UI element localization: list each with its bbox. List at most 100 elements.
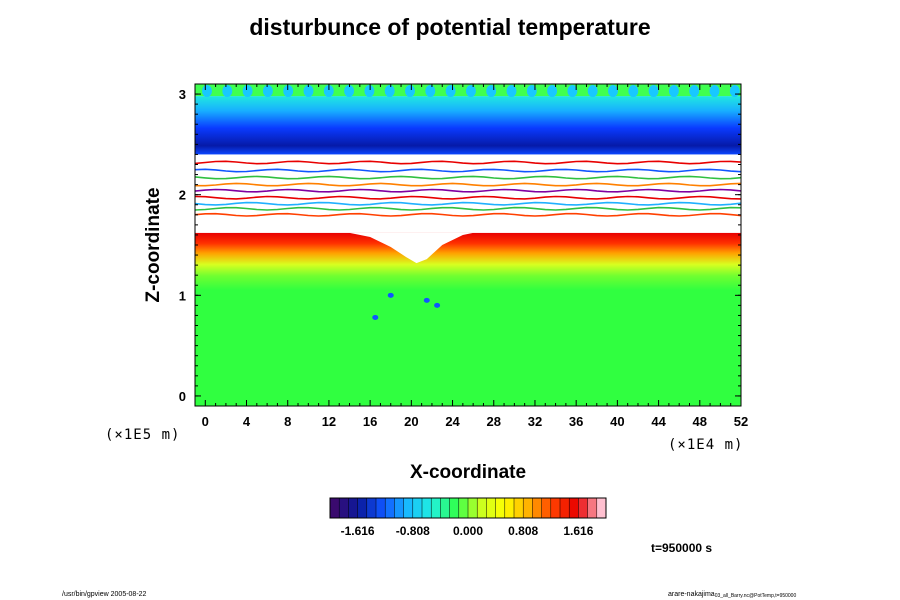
colorbar-tick-label: 0.808 bbox=[508, 524, 538, 538]
contour-band bbox=[195, 160, 741, 165]
contour-band bbox=[195, 201, 741, 206]
x-tick-label: 32 bbox=[528, 414, 542, 429]
x-tick-label: 48 bbox=[693, 414, 707, 429]
top-cell bbox=[384, 85, 395, 98]
y-unit-label: (×1E5 m) bbox=[105, 427, 180, 443]
y-tick-label: 2 bbox=[179, 188, 186, 203]
colorbar-segment bbox=[495, 498, 506, 518]
colorbar-segment bbox=[394, 498, 404, 518]
colorbar-segment bbox=[541, 498, 552, 518]
colorbar-segment bbox=[550, 498, 561, 518]
colorbar-tick-label: 0.000 bbox=[453, 524, 483, 538]
colorbar-segment bbox=[412, 498, 423, 518]
top-cell bbox=[729, 85, 740, 98]
x-tick-label: 52 bbox=[734, 414, 748, 429]
colorbar-segment bbox=[440, 498, 450, 518]
x-unit-label: (×1E4 m) bbox=[668, 437, 743, 453]
colorbar-segment bbox=[578, 498, 588, 518]
colorbar-frame bbox=[329, 497, 607, 519]
y-tick-label: 1 bbox=[179, 288, 186, 303]
top-cell bbox=[486, 85, 497, 98]
x-tick-label: 0 bbox=[202, 414, 209, 429]
x-tick-label: 4 bbox=[243, 414, 251, 429]
top-cell bbox=[202, 85, 212, 98]
colorbar-segment bbox=[357, 498, 368, 518]
x-tick-label: 24 bbox=[445, 414, 460, 429]
colorbar bbox=[329, 497, 607, 519]
colorbar-labels: -1.616 -0.808 0.000 0.808 1.616 bbox=[341, 524, 594, 538]
contour-band bbox=[195, 168, 741, 173]
time-label: t=950000 s bbox=[651, 541, 712, 555]
colorbar-segment bbox=[486, 498, 496, 518]
top-cell bbox=[445, 85, 456, 98]
colorbar-segment bbox=[330, 498, 340, 518]
top-cell bbox=[222, 85, 233, 98]
region-warm-layer bbox=[195, 232, 741, 291]
colorbar-segment bbox=[449, 498, 460, 518]
chart-title: disturbunce of potential temperature bbox=[249, 14, 651, 40]
x-tick-label: 44 bbox=[651, 414, 666, 429]
footer-left: /usr/bin/gpview 2005-08-22 bbox=[62, 591, 147, 598]
colorbar-segment bbox=[348, 498, 358, 518]
contour-band bbox=[195, 188, 741, 193]
colorbar-segment bbox=[376, 498, 386, 518]
x-tick-label: 20 bbox=[404, 414, 418, 429]
top-cell bbox=[668, 85, 679, 98]
y-tick-label: 0 bbox=[179, 389, 186, 404]
cold-blob bbox=[423, 297, 430, 303]
contour-band bbox=[195, 195, 741, 200]
contour-band bbox=[195, 182, 741, 187]
top-cell bbox=[567, 85, 578, 98]
region-cold-layer bbox=[195, 96, 741, 155]
x-tick-label: 28 bbox=[487, 414, 501, 429]
cold-blob bbox=[434, 302, 441, 308]
colorbar-segment bbox=[587, 498, 598, 518]
top-cell bbox=[526, 85, 537, 98]
colorbar-segment bbox=[560, 498, 570, 518]
x-tick-label: 12 bbox=[322, 414, 336, 429]
top-cell bbox=[465, 85, 476, 98]
cold-blob bbox=[372, 314, 379, 320]
x-tick-labels: 0 4 8 12 16 20 24 28 32 36 40 44 48 52 bbox=[202, 414, 749, 429]
colorbar-segment bbox=[458, 498, 469, 518]
x-axis-label: X-coordinate bbox=[410, 462, 526, 483]
top-cell bbox=[242, 85, 253, 98]
x-tick-label: 40 bbox=[610, 414, 624, 429]
footer-right: arare-nakajima03_all_Barry.nc@PotTemp,t=… bbox=[668, 591, 796, 599]
y-axis-label: Z-coordinate bbox=[143, 187, 164, 302]
region-neutral bbox=[195, 270, 741, 406]
axis-ticks bbox=[195, 84, 742, 407]
top-cell bbox=[506, 85, 517, 98]
top-cell bbox=[628, 85, 639, 98]
colorbar-segment bbox=[532, 498, 542, 518]
top-cell bbox=[344, 85, 355, 98]
colorbar-segment bbox=[523, 498, 533, 518]
colorbar-segment bbox=[385, 498, 395, 518]
colorbar-segment bbox=[596, 498, 607, 518]
colorbar-segment bbox=[569, 498, 579, 518]
top-cell bbox=[547, 85, 558, 98]
contour-band bbox=[195, 206, 741, 211]
contour-band bbox=[195, 212, 741, 217]
colorbar-segment bbox=[403, 498, 414, 518]
colorbar-segment bbox=[477, 498, 487, 518]
y-tick-label: 3 bbox=[179, 87, 186, 102]
colorbar-segment bbox=[339, 498, 349, 518]
top-cell bbox=[323, 85, 334, 98]
colorbar-segment bbox=[468, 498, 478, 518]
colorbar-tick-label: -1.616 bbox=[341, 524, 375, 538]
top-cell bbox=[303, 85, 314, 98]
heatmap-field bbox=[195, 84, 741, 406]
colorbar-tick-label: -0.808 bbox=[396, 524, 430, 538]
y-tick-labels: 0 1 2 3 bbox=[179, 87, 186, 404]
top-cell bbox=[425, 85, 436, 98]
top-cell bbox=[405, 85, 415, 98]
cold-blob bbox=[387, 292, 394, 298]
top-cell bbox=[689, 85, 700, 98]
contour-band bbox=[195, 175, 741, 180]
top-cell bbox=[648, 85, 659, 98]
top-cell bbox=[608, 85, 618, 98]
colorbar-segment bbox=[504, 498, 515, 518]
colorbar-segment bbox=[514, 498, 524, 518]
